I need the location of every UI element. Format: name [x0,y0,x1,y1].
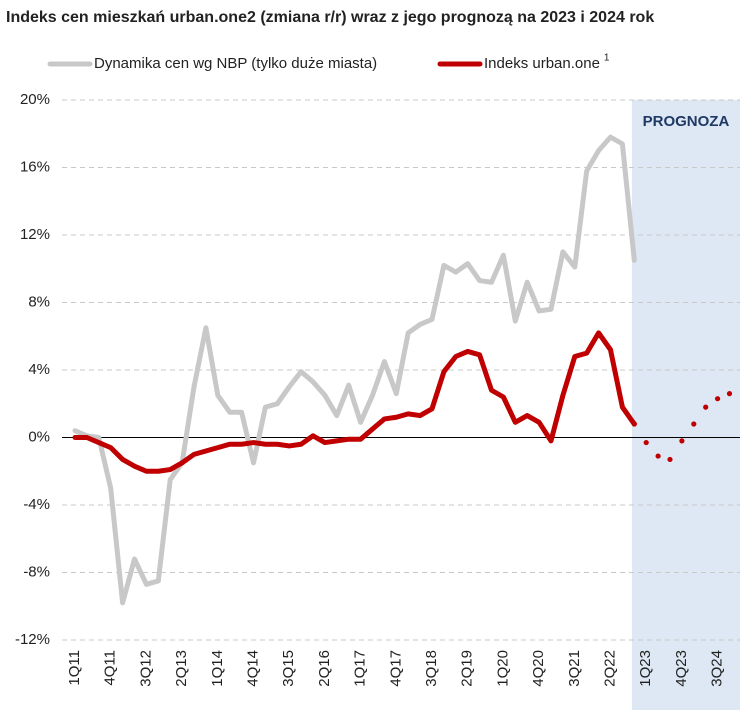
x-tick-label: 4Q11 [102,650,119,686]
y-tick-label: 0% [28,428,50,445]
y-tick-label: 8% [28,293,50,310]
x-tick-label: 4Q20 [530,650,547,687]
y-tick-label: -4% [23,496,50,513]
forecast-point [691,421,697,427]
y-tick-label: 20% [20,91,50,108]
x-tick-label: 3Q21 [566,650,583,687]
legend-label: Dynamika cen wg NBP (tylko duże miasta) [94,55,377,72]
x-tick-label: 1Q11 [66,650,83,686]
x-tick-label: 1Q20 [494,650,511,687]
forecast-point [715,396,721,402]
x-tick-label: 2Q22 [601,650,618,687]
x-tick-label: 2Q16 [316,650,333,687]
y-tick-label: 16% [20,158,50,175]
forecast-point [631,421,637,427]
x-tick-label: 3Q15 [280,650,297,687]
x-tick-label: 1Q23 [637,650,654,687]
x-tick-label: 3Q24 [709,650,726,687]
y-tick-label: -12% [15,631,50,648]
x-tick-label: 3Q12 [137,650,154,687]
forecast-point [726,391,733,397]
series-line [72,134,637,606]
x-tick-label: 2Q19 [459,650,476,687]
forecast-point [655,453,661,459]
x-tick-label: 4Q23 [673,650,690,687]
legend-label: Indeks urban.one [484,55,600,72]
x-tick-label: 1Q14 [209,650,226,687]
forecast-point [679,438,685,444]
forecast-label: PROGNOZA [643,113,730,130]
forecast-point [643,439,649,446]
forecast-point [667,456,673,463]
forecast-band [631,100,740,710]
legend-note: 1 [604,53,610,64]
chart-title: Indeks cen mieszkań urban.one2 (zmiana r… [6,9,654,26]
x-tick-label: 4Q17 [387,650,404,687]
series-line [72,330,637,474]
forecast-point [703,404,709,410]
x-tick-label: 1Q17 [352,650,369,687]
y-tick-label: 12% [20,226,50,243]
y-tick-label: -8% [23,563,50,580]
y-tick-label: 4% [28,361,50,378]
x-tick-label: 4Q14 [244,650,261,687]
x-tick-label: 2Q13 [173,650,190,687]
x-tick-label: 3Q18 [423,650,440,687]
